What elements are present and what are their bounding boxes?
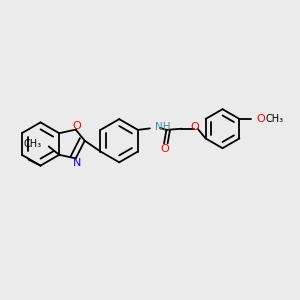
Text: CH₃: CH₃: [24, 139, 42, 149]
Text: O: O: [73, 121, 82, 131]
Text: CH₃: CH₃: [266, 114, 284, 124]
Text: NH: NH: [155, 122, 171, 132]
Text: N: N: [73, 158, 81, 168]
Text: O: O: [257, 114, 266, 124]
Text: O: O: [190, 122, 199, 132]
Text: O: O: [160, 144, 169, 154]
